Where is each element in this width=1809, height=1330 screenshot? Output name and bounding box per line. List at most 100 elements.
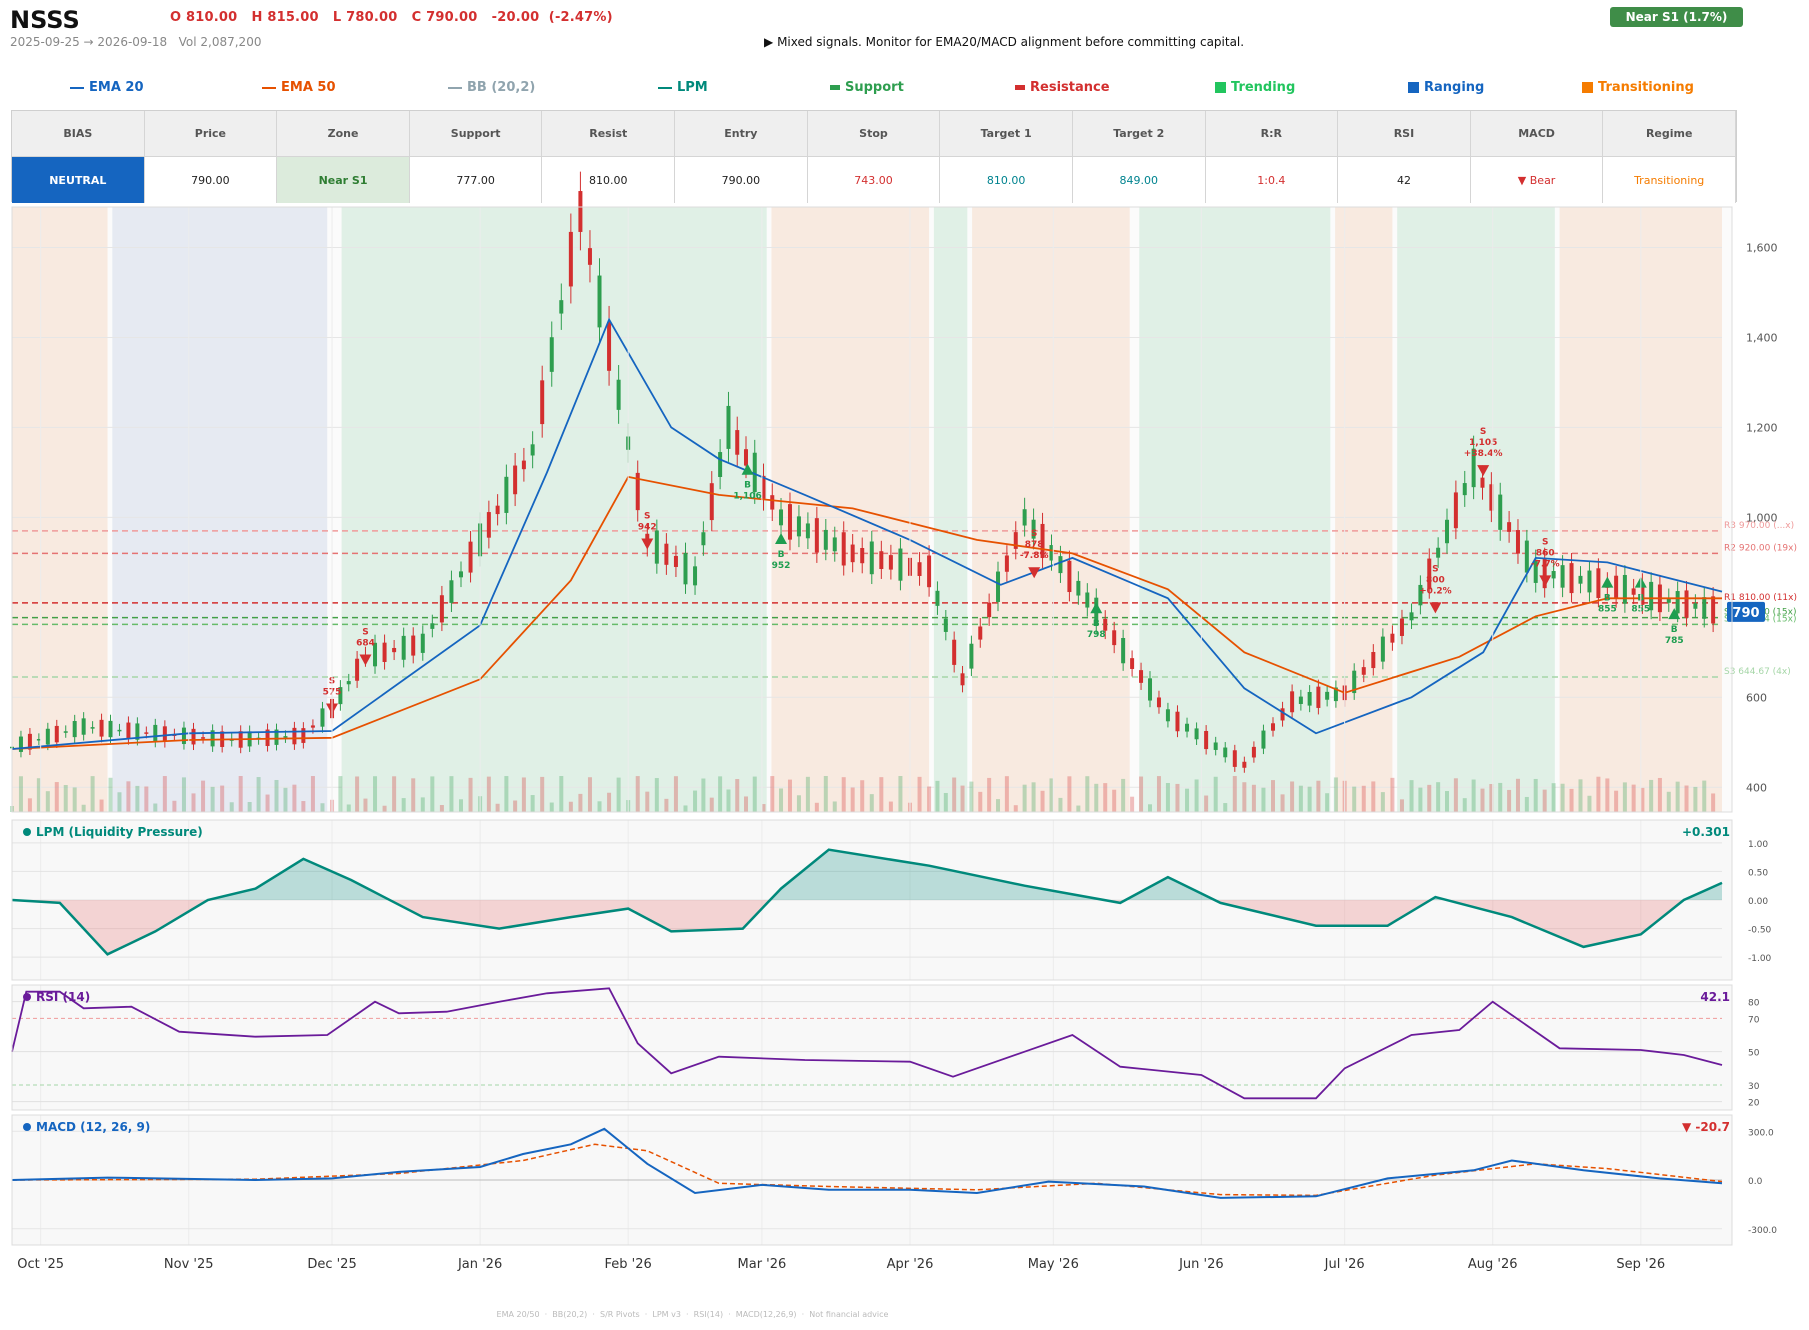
volume-bar [1213, 776, 1218, 812]
legend-label: Ranging [1424, 80, 1485, 95]
volume-bar [1399, 799, 1404, 812]
volume-bar [779, 788, 784, 812]
candle-body [401, 635, 406, 660]
regime-band-transitioning [12, 207, 108, 812]
volume-bar [1657, 777, 1662, 812]
legend-item-trending: Trending [1215, 80, 1295, 95]
candle-body [1058, 556, 1063, 574]
volume-bar [898, 776, 903, 812]
sr-level-label: R2 920.00 (19x) [1724, 543, 1797, 553]
candle-body [779, 509, 784, 526]
volume-bar [301, 801, 306, 812]
candle-body [917, 562, 922, 576]
volume-bar [683, 805, 688, 812]
volume-bar [726, 789, 731, 812]
table-header-macd: MACD [1470, 111, 1604, 157]
price-tick-label: 1,000 [1746, 511, 1778, 524]
legend-item-ranging: Ranging [1408, 80, 1484, 95]
volume-bar [1480, 788, 1485, 812]
candle-body [1085, 592, 1090, 608]
candle-body [1325, 691, 1330, 700]
candle-body [1251, 746, 1256, 758]
table-header-target-1: Target 1 [940, 111, 1073, 157]
volume-bar [1507, 789, 1512, 812]
volume-bar [153, 803, 158, 812]
candle-body [960, 673, 965, 686]
candle-body [1649, 581, 1654, 611]
candle-body [752, 452, 757, 493]
candle-body [796, 516, 801, 537]
candle-body [1587, 570, 1592, 593]
volume-bar [952, 777, 957, 812]
candle-body [292, 727, 297, 745]
marker-label: B [1604, 594, 1611, 604]
legend-swatch [1015, 85, 1025, 90]
volume-bar [960, 785, 965, 812]
volume-readout: Vol 2,087,200 [178, 35, 262, 49]
volume-bar [1165, 783, 1170, 812]
volume-bar [587, 777, 592, 812]
candle-body [607, 322, 612, 371]
volume-bar [90, 776, 95, 812]
candle-body [63, 731, 68, 733]
current-price-label: 790 [1732, 606, 1759, 621]
candle-body [1352, 670, 1357, 694]
sell-marker [359, 654, 372, 666]
macd-title-dot [23, 1123, 31, 1131]
candle-body [1067, 560, 1072, 593]
candle-body [1418, 584, 1423, 606]
volume-bar [458, 799, 463, 812]
price-tick-label: 1,600 [1746, 241, 1778, 254]
regime-band-ranging [112, 207, 328, 812]
volume-bar [247, 802, 252, 812]
candle-body [1702, 597, 1707, 619]
volume-bar [1471, 779, 1476, 812]
candle-body [449, 580, 454, 603]
volume-bar [1409, 780, 1414, 812]
candle-body [1371, 651, 1376, 669]
candle-body [201, 737, 206, 739]
candle-body [578, 191, 583, 232]
volume-bar [578, 793, 583, 812]
marker-label: 878 [1025, 540, 1044, 550]
volume-bar [229, 802, 234, 812]
volume-bar [373, 776, 378, 812]
candle-body [1515, 530, 1520, 554]
volume-bar [1361, 785, 1366, 812]
lpm-tick-label: -0.50 [1748, 926, 1772, 936]
rsi-line [11, 987, 1723, 1100]
table-header-bias: BIAS [12, 111, 145, 157]
candle-body [1631, 588, 1636, 595]
candle-body [683, 552, 688, 585]
volume-bar [449, 776, 454, 812]
volume-bar [486, 776, 491, 812]
volume-bar [841, 777, 846, 812]
date-range: 2025-09-25 → 2026-09-18 [10, 35, 168, 49]
table-header-price: Price [144, 111, 278, 157]
volume-bar [1242, 782, 1247, 812]
candle-body [597, 275, 602, 328]
marker-label: B [1671, 625, 1678, 635]
candle-body [718, 452, 723, 477]
marker-label: S [1542, 537, 1548, 547]
candle-body [1031, 519, 1036, 539]
table-cell-bias: NEUTRAL [12, 157, 145, 203]
candle-body [743, 449, 748, 466]
lpm-tick-label: 1.00 [1748, 840, 1768, 850]
candle-body [1121, 637, 1126, 664]
candle-body [1316, 686, 1321, 708]
legend-item-ema-20: EMA 20 [70, 80, 144, 95]
volume-bar [1040, 790, 1045, 812]
panel-border-0 [11, 206, 1733, 813]
candle-body [1711, 596, 1716, 624]
volume-bar [860, 780, 865, 812]
candle-body [1103, 618, 1108, 631]
volume-bar [850, 787, 855, 812]
table-cell-entry: 790.00 [675, 157, 808, 203]
legend-swatch [830, 85, 840, 90]
volume-bar [1578, 779, 1583, 812]
lpm-current-value: +0.301 [1682, 825, 1730, 839]
volume-bar [1194, 779, 1199, 812]
candle-body [654, 530, 659, 564]
volume-bar [1076, 805, 1081, 812]
